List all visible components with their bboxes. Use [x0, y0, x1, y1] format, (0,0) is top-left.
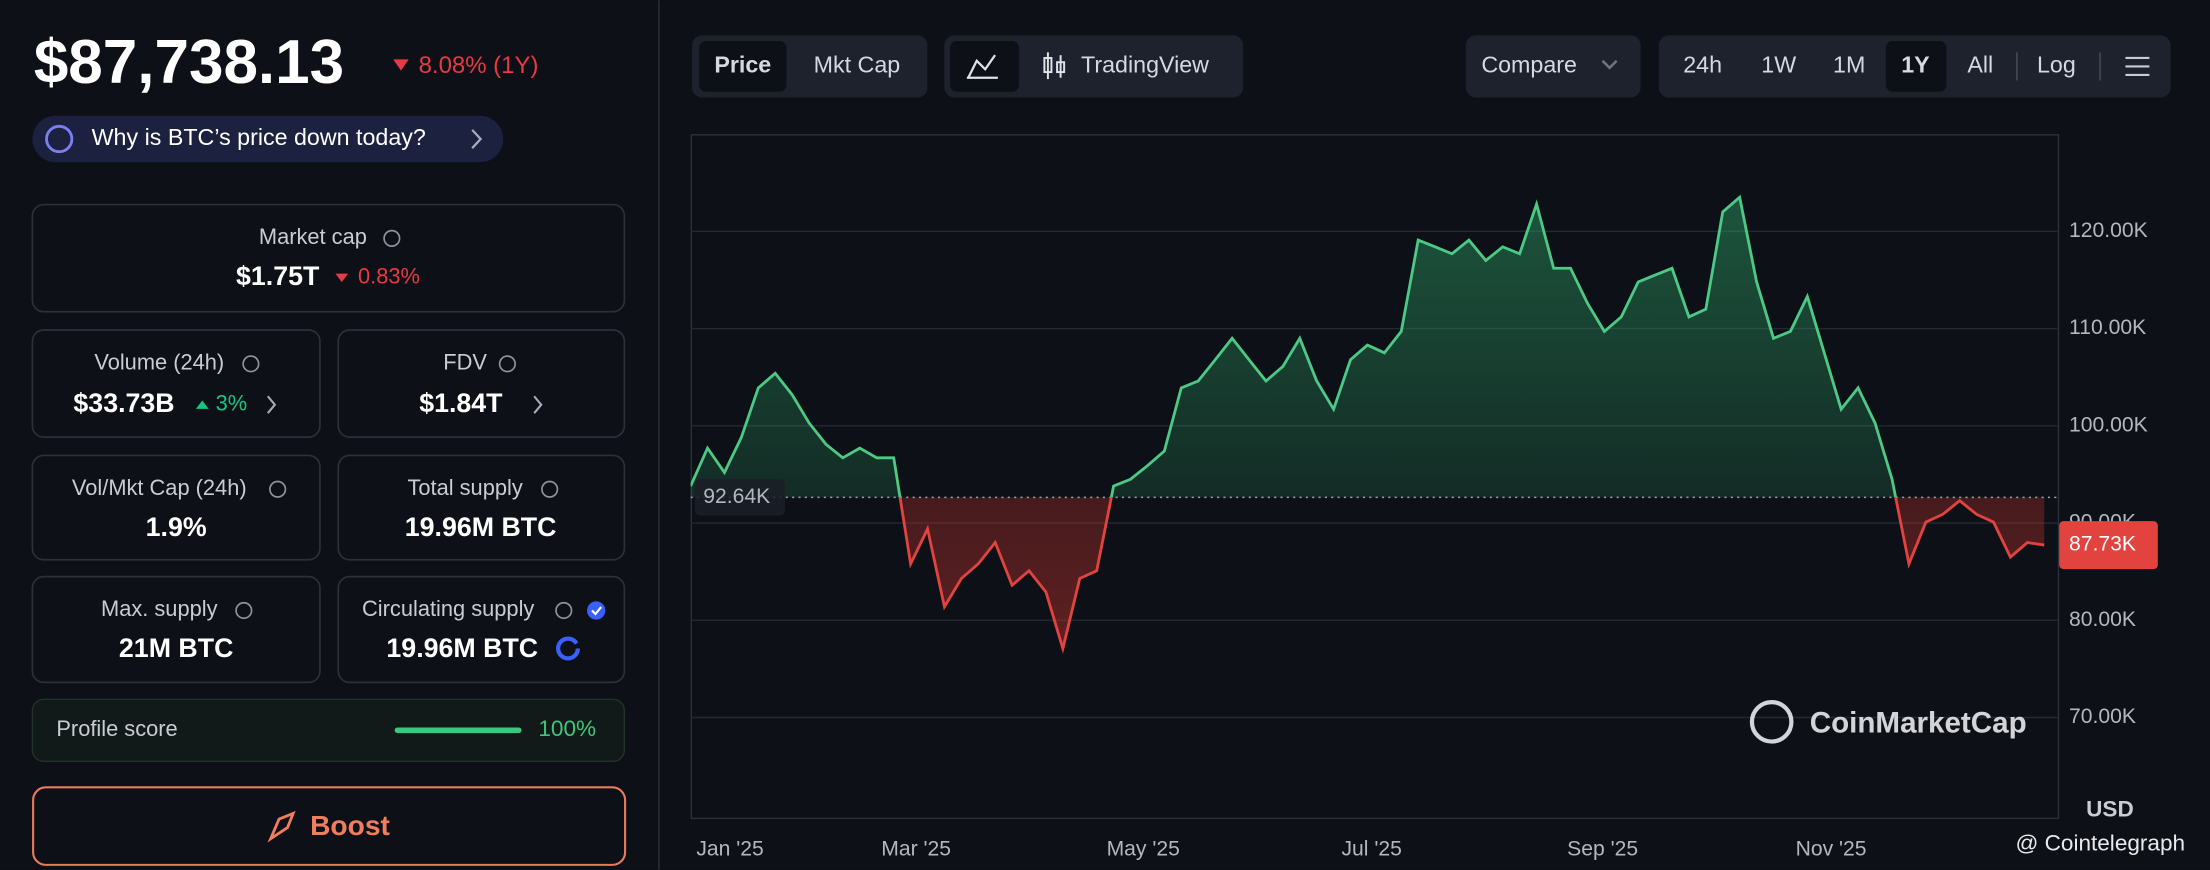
range[interactable]: 1M — [1833, 52, 1865, 78]
stat-change: 0.83% — [358, 264, 420, 289]
settings-icon[interactable] — [2125, 56, 2150, 76]
y-tick-label: 110.00K — [2069, 316, 2146, 339]
x-tick-label: Jul '25 — [1341, 838, 1401, 861]
chart: 70.00K80.00K90.00K100.00K110.00K120.00KJ… — [690, 194, 2185, 861]
down-arrow — [393, 59, 409, 71]
stat-box — [31, 329, 321, 438]
x-tick-label: May '25 — [1107, 838, 1180, 861]
why-pill[interactable] — [32, 115, 504, 163]
stat-value: $33.73B — [73, 388, 174, 418]
range[interactable]: 1W — [1761, 52, 1796, 78]
stat-value: 21M BTC — [119, 633, 234, 663]
stat-label: FDV — [443, 350, 487, 375]
stat-label: Circulating supply — [362, 596, 534, 621]
x-tick-label: Mar '25 — [881, 838, 951, 861]
profile-value: 100% — [538, 716, 596, 741]
compare[interactable]: Compare — [1481, 52, 1577, 78]
cmc-logo — [1749, 699, 1794, 744]
price: $87,738.13 — [34, 28, 344, 97]
price-line — [690, 194, 1898, 498]
area-down — [690, 497, 2045, 649]
view-selected — [949, 41, 1020, 92]
baseline-label: 92.64K — [703, 485, 770, 508]
range[interactable]: 24h — [1683, 52, 1722, 78]
baseline-tag — [694, 479, 786, 516]
tradingview[interactable]: TradingView — [1081, 52, 1209, 78]
supply-ring — [556, 636, 580, 661]
stat-box — [31, 454, 321, 561]
watermark: CoinMarketCap — [1810, 706, 2027, 739]
verified-icon — [587, 601, 606, 620]
area-up — [690, 197, 1896, 498]
chevron[interactable] — [266, 395, 277, 414]
range-selected — [1885, 41, 1947, 92]
stat-label: Volume (24h) — [94, 350, 224, 375]
stat-value: 1.9% — [146, 512, 207, 542]
stat-label: Market cap — [259, 224, 367, 249]
stat-box — [31, 575, 321, 684]
price-change: 8.08% (1Y) — [419, 52, 539, 79]
boost-label[interactable]: Boost — [310, 809, 390, 841]
stat-label: Total supply — [407, 475, 522, 500]
stat-box — [337, 329, 626, 438]
plot-frame — [690, 134, 2060, 820]
stat-box — [31, 203, 626, 313]
tab[interactable]: Price — [714, 52, 771, 78]
credit: @ Cointelegraph — [2015, 830, 2185, 855]
up-arrow — [195, 400, 209, 409]
stat-box — [337, 454, 626, 561]
price-tag-label: 87.73K — [2069, 533, 2136, 556]
y-tick-label: 80.00K — [2069, 608, 2136, 631]
stat-value: $1.75T — [236, 261, 320, 291]
tab-selected — [699, 41, 787, 92]
rocket-icon — [267, 810, 296, 843]
chevron — [1601, 59, 1618, 70]
chevron[interactable] — [533, 395, 543, 414]
chevron — [471, 129, 483, 149]
profile-box — [31, 698, 626, 762]
range[interactable]: Log — [2037, 52, 2076, 78]
price-tag — [2059, 521, 2158, 570]
candle-icon — [1043, 52, 1066, 80]
stat-change: 3% — [216, 390, 248, 415]
compare-button[interactable] — [1465, 35, 1641, 98]
y-tick-label: 120.00K — [2069, 219, 2148, 242]
stat-value: 19.96M BTC — [405, 512, 557, 542]
stat-value: $1.84T — [419, 388, 503, 418]
down-arrow — [335, 273, 349, 283]
stat-box — [337, 575, 626, 684]
stat-value: 19.96M BTC — [386, 633, 538, 663]
stat-label: Max. supply — [101, 596, 218, 621]
y-axis-label: USD — [2086, 797, 2134, 822]
ai-icon — [45, 124, 74, 154]
profile-bar — [394, 727, 522, 734]
line-icon[interactable] — [967, 54, 996, 79]
why-text[interactable]: Why is BTC’s price down today? — [92, 124, 426, 150]
profile-label: Profile score — [56, 716, 177, 741]
x-tick-label: Nov '25 — [1796, 838, 1867, 861]
x-tick-label: Jan '25 — [696, 838, 763, 861]
price-line — [898, 497, 2045, 654]
y-tick-label: 100.00K — [2069, 413, 2148, 436]
range[interactable]: All — [1967, 52, 1993, 78]
tab[interactable]: Mkt Cap — [814, 52, 901, 78]
x-tick-label: Sep '25 — [1567, 838, 1638, 861]
y-tick-label: 70.00K — [2069, 705, 2136, 728]
boost-button[interactable] — [32, 786, 627, 866]
check — [591, 606, 602, 616]
range[interactable]: 1Y — [1901, 52, 1930, 78]
stat-label: Vol/Mkt Cap (24h) — [72, 475, 247, 500]
